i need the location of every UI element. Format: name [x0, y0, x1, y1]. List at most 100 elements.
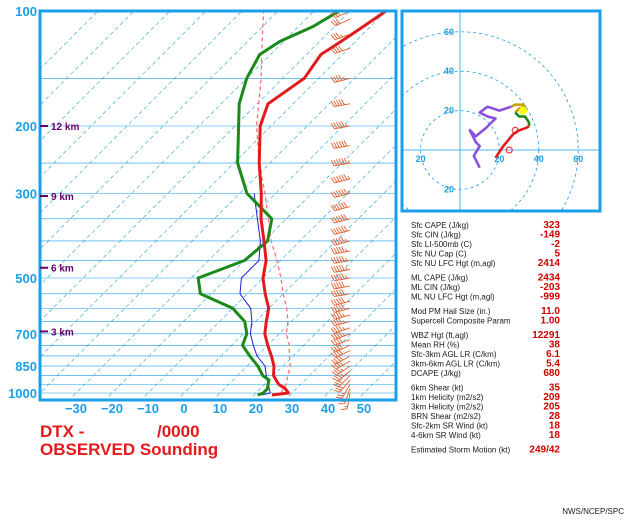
wind-barb: [330, 236, 351, 246]
barb-flag: [333, 176, 338, 183]
barb-half-flag: [340, 362, 344, 366]
barb-flag: [341, 255, 345, 262]
barb-flag: [330, 76, 335, 83]
wind-barb: [330, 343, 351, 353]
wind-barb: [331, 360, 351, 370]
wind-barb: [330, 255, 351, 264]
barb-flag: [330, 217, 335, 224]
wind-barb: [330, 289, 351, 298]
barb-staff: [335, 344, 351, 353]
barb-flag: [341, 140, 345, 147]
barb-flag: [338, 45, 343, 52]
param-label: Sfc NU Cap (C): [411, 250, 467, 259]
wind-barb: [330, 99, 351, 108]
barb-flag: [332, 377, 338, 382]
hodo-3-6km: [514, 111, 531, 127]
isotherm-line: [40, 11, 135, 106]
wind-barb: [330, 214, 351, 224]
barb-flag: [333, 19, 339, 26]
barb-flag: [338, 189, 343, 196]
km-label: 12 km: [51, 122, 79, 133]
barb-half-flag: [347, 190, 350, 194]
barb-flag: [335, 305, 340, 312]
barb-half-flag: [347, 160, 351, 164]
isotherm-line: [176, 180, 396, 400]
barb-flag: [330, 320, 335, 326]
skewt-frame: [38, 9, 398, 402]
wind-barb: [330, 337, 351, 346]
barb-half-flag: [342, 326, 346, 330]
barb-flag: [335, 318, 340, 325]
barb-flag: [335, 203, 340, 210]
mean-wind-marker: [519, 106, 528, 115]
hodograph-frame: [400, 9, 602, 213]
wind-barb: [330, 121, 351, 130]
param-value: -2: [551, 239, 560, 250]
barb-flag: [330, 275, 335, 281]
barb-flag: [338, 246, 343, 253]
temperature-tick-label: −30: [65, 401, 87, 416]
parcel-trace: [255, 11, 291, 394]
barb-flag: [335, 75, 340, 82]
barb-staff: [334, 300, 351, 306]
barb-flag: [338, 215, 343, 222]
pressure-tick-label: 100: [15, 4, 37, 19]
param-label: 3km Helicity (m2/s2): [411, 403, 484, 412]
barb-staff: [334, 321, 351, 327]
barb-flag: [340, 214, 345, 221]
barb-flag: [335, 396, 343, 399]
barb-flag: [330, 334, 336, 340]
barb-flag: [331, 371, 338, 376]
credit-text: NWS/NCEP/SPC: [562, 507, 624, 516]
wind-barb: [330, 311, 351, 320]
wind-barb: [331, 365, 351, 376]
barb-flag: [330, 12, 336, 19]
isotherm-line: [248, 252, 396, 400]
barb-flag: [333, 338, 338, 345]
barb-flag: [330, 34, 336, 40]
barb-flag: [338, 318, 343, 324]
barb-flag: [333, 76, 338, 82]
barb-flag: [331, 364, 337, 370]
barb-flag: [335, 274, 340, 281]
barb-staff: [334, 33, 351, 41]
param-label: Supercell Composite Param: [411, 317, 511, 326]
barb-staff: [335, 18, 351, 27]
barb-flag: [343, 201, 348, 208]
param-value: 28: [549, 411, 561, 422]
barb-flag: [333, 327, 338, 333]
barb-flag: [335, 216, 340, 222]
barb-flag: [330, 20, 336, 27]
wind-barb: [330, 32, 351, 41]
hodo-tick-x: 20: [494, 154, 504, 164]
temperature-tick-label: 0: [180, 401, 187, 416]
barb-flag: [333, 47, 338, 53]
barb-flag: [330, 177, 335, 184]
pressure-axis: 100 200 300 500 700 850 1000: [8, 4, 37, 401]
barb-flag: [335, 122, 340, 129]
param-label: Sfc NU LFC Hgt (m,agl): [411, 259, 496, 268]
barb-flag: [343, 188, 348, 195]
barb-flag: [334, 375, 340, 380]
param-label: Sfc-3km AGL LR (C/km): [411, 350, 497, 359]
barb-flag: [335, 332, 341, 338]
barb-half-flag: [345, 258, 348, 262]
wind-barb: [330, 304, 351, 313]
param-label: 3km-6km AGL LR (C/km): [411, 360, 500, 369]
param-label: 1km Helicity (m2/s2): [411, 393, 484, 402]
barb-flag: [338, 74, 343, 81]
barb-flag: [335, 326, 341, 332]
barb-flag: [341, 273, 345, 280]
barb-flag: [341, 121, 345, 128]
barb-flag: [337, 343, 343, 350]
barb-flag: [335, 141, 340, 148]
wind-barb: [330, 201, 351, 212]
param-value: 38: [549, 340, 561, 351]
temperature-tick-label: 20: [249, 401, 263, 416]
hodograph-trace: [468, 103, 531, 169]
hodo-ring: [402, 70, 540, 211]
param-value: 205: [543, 402, 560, 413]
barb-flag: [341, 289, 345, 296]
barb-flag: [340, 297, 345, 303]
barb-staff: [334, 206, 351, 212]
